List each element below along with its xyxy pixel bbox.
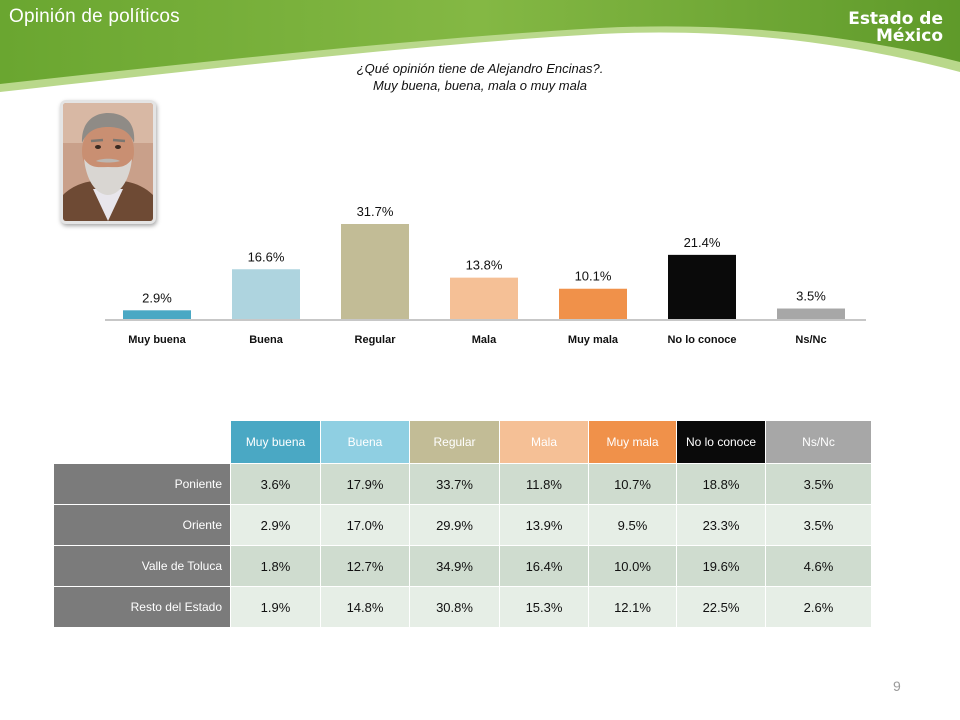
bar-no-lo-conoce <box>668 254 736 319</box>
logo-line-2: México <box>876 26 943 46</box>
table-row: Resto del Estado 1.9% 14.8% 30.8% 15.3% … <box>53 586 872 628</box>
bar-value-label: 21.4% <box>684 235 721 250</box>
table-cell: 3.5% <box>765 463 872 505</box>
question-line-1: ¿Qué opinión tiene de Alejandro Encinas?… <box>356 61 604 76</box>
table-cell: 1.9% <box>230 586 321 628</box>
category-tick-label: Buena <box>249 334 284 346</box>
column-header: Muy buena <box>230 420 321 464</box>
column-header: Mala <box>499 420 589 464</box>
bar-value-label: 3.5% <box>796 289 826 304</box>
table-cell: 10.7% <box>588 463 677 505</box>
column-header: Buena <box>320 420 410 464</box>
table-cell: 29.9% <box>409 504 500 546</box>
table-cell: 19.6% <box>676 545 766 587</box>
slide-title: Opinión de políticos <box>9 6 180 27</box>
column-header: Muy mala <box>588 420 677 464</box>
category-tick-label: Ns/Nc <box>795 334 826 346</box>
table-cell: 1.8% <box>230 545 321 587</box>
row-label: Valle de Toluca <box>53 545 231 587</box>
table-cell: 2.9% <box>230 504 321 546</box>
bar-buena <box>232 269 300 319</box>
table-cell: 33.7% <box>409 463 500 505</box>
table-corner-cell <box>53 420 231 464</box>
question-line-2: Muy buena, buena, mala o muy mala <box>373 78 587 93</box>
table-cell: 23.3% <box>676 504 766 546</box>
bar-regular <box>341 224 409 319</box>
bar-value-label: 10.1% <box>575 269 612 284</box>
bar-value-label: 31.7% <box>357 204 394 219</box>
logo-line-1: Estado de <box>848 9 943 29</box>
table-cell: 22.5% <box>676 586 766 628</box>
table-cell: 3.6% <box>230 463 321 505</box>
survey-question: ¿Qué opinión tiene de Alejandro Encinas?… <box>240 60 720 94</box>
row-label: Resto del Estado <box>53 586 231 628</box>
table-cell: 17.0% <box>320 504 410 546</box>
table-cell: 30.8% <box>409 586 500 628</box>
table-cell: 12.1% <box>588 586 677 628</box>
row-label: Poniente <box>53 463 231 505</box>
table-cell: 2.6% <box>765 586 872 628</box>
table-cell: 18.8% <box>676 463 766 505</box>
table-cell: 11.8% <box>499 463 589 505</box>
bar-muy-mala <box>559 288 627 319</box>
table-cell: 12.7% <box>320 545 410 587</box>
category-tick-label: Regular <box>355 334 397 346</box>
bar-value-label: 16.6% <box>248 249 285 264</box>
category-tick-label: Muy mala <box>568 334 619 346</box>
estado-de-mexico-logo: Estado de México <box>848 11 943 45</box>
table-cell: 4.6% <box>765 545 872 587</box>
column-header: Regular <box>409 420 500 464</box>
category-tick-label: Muy buena <box>128 334 186 346</box>
bar-muy-buena <box>123 310 191 319</box>
bar-ns-nc <box>777 308 845 319</box>
header-banner <box>0 0 960 92</box>
bar-value-label: 2.9% <box>142 290 172 305</box>
category-tick-label: No lo conoce <box>667 334 736 346</box>
table-cell: 9.5% <box>588 504 677 546</box>
page-number: 9 <box>893 678 901 694</box>
table-cell: 15.3% <box>499 586 589 628</box>
table-cell: 17.9% <box>320 463 410 505</box>
table-cell: 3.5% <box>765 504 872 546</box>
bar-value-label: 13.8% <box>466 258 503 273</box>
table-row: Oriente 2.9% 17.0% 29.9% 13.9% 9.5% 23.3… <box>53 504 872 546</box>
column-header: No lo conoce <box>676 420 766 464</box>
table-cell: 34.9% <box>409 545 500 587</box>
category-tick-label: Mala <box>472 334 497 346</box>
bar-mala <box>450 277 518 319</box>
politician-portrait <box>60 100 156 224</box>
table-cell: 13.9% <box>499 504 589 546</box>
table-cell: 14.8% <box>320 586 410 628</box>
row-label: Oriente <box>53 504 231 546</box>
opinion-bar-chart: 2.9% Muy buena 16.6% Buena 31.7% Regular 13.8%… <box>105 204 866 346</box>
table-cell: 10.0% <box>588 545 677 587</box>
table-cell: 16.4% <box>499 545 589 587</box>
table-header-row: Muy buena Buena Regular Mala Muy mala No… <box>53 420 872 464</box>
column-header: Ns/Nc <box>765 420 872 464</box>
table-row: Poniente 3.6% 17.9% 33.7% 11.8% 10.7% 18… <box>53 463 872 505</box>
table-row: Valle de Toluca 1.8% 12.7% 34.9% 16.4% 1… <box>53 545 872 587</box>
regional-breakdown-table: Muy buena Buena Regular Mala Muy mala No… <box>53 420 872 628</box>
